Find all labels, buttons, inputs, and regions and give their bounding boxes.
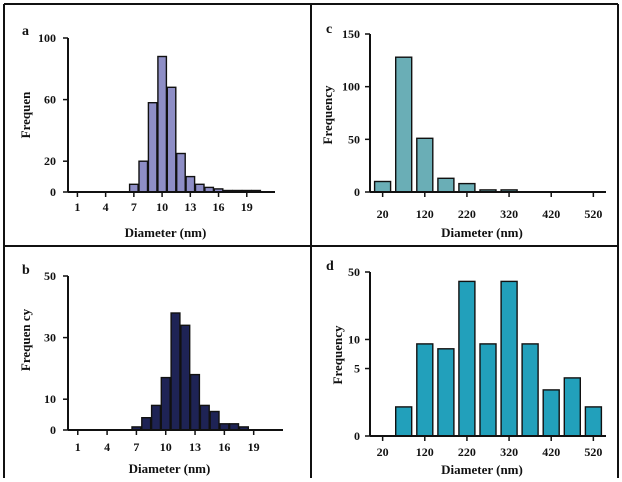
y-tick-label: 50 xyxy=(44,269,56,283)
panel-letter: c xyxy=(326,22,332,37)
chart-panel-d: 0 5 10 50 20 120 220 320 420 520 Diameter (nm) Freq… xyxy=(326,259,606,477)
bar xyxy=(373,180,392,193)
bar xyxy=(194,183,205,193)
y-tick-label: 10 xyxy=(44,392,56,406)
bar xyxy=(150,404,162,431)
bar xyxy=(437,348,455,437)
y-tick-label: 5 xyxy=(354,362,360,376)
y-tick-label: 60 xyxy=(44,93,56,107)
bar xyxy=(500,280,518,437)
bar xyxy=(160,376,171,431)
x-tick-label: 10 xyxy=(156,200,168,214)
x-axis-title: Diameter (nm) xyxy=(441,462,523,477)
x-tick-label: 220 xyxy=(458,207,476,221)
x-axis-title: Diameter (nm) xyxy=(441,225,523,240)
bar xyxy=(395,56,413,193)
bar xyxy=(521,343,539,437)
x-tick-label: 19 xyxy=(241,200,253,214)
x-tick-label: 7 xyxy=(133,440,139,454)
bar xyxy=(128,183,139,193)
x-tick-label: 16 xyxy=(218,440,230,454)
y-axis-title: Frequen xyxy=(18,91,33,138)
x-tick-label: 20 xyxy=(377,207,389,221)
y-axis-title: Frequency xyxy=(320,85,335,144)
bar xyxy=(175,152,186,193)
bar xyxy=(166,86,177,193)
x-tick-label: 4 xyxy=(104,440,110,454)
bar xyxy=(199,404,210,431)
y-tick-label: 100 xyxy=(38,31,56,45)
x-tick-label: 120 xyxy=(416,207,434,221)
y-tick-label: 150 xyxy=(342,27,360,41)
bar xyxy=(458,280,476,437)
y-tick-label: 30 xyxy=(44,331,56,345)
bar xyxy=(458,182,476,193)
y-tick-label: 10 xyxy=(348,332,360,346)
x-tick-label: 13 xyxy=(184,200,196,214)
x-tick-label: 1 xyxy=(75,440,81,454)
bar xyxy=(563,377,581,437)
x-tick-label: 16 xyxy=(213,200,225,214)
bar xyxy=(416,343,434,437)
x-tick-label: 7 xyxy=(131,200,137,214)
bar xyxy=(141,417,152,431)
x-tick-label: 320 xyxy=(500,445,518,459)
bar xyxy=(138,160,149,193)
chart-panel-b: 0 10 30 50 1 4 7 10 13 16 19 Diameter (nm) Frequen c… xyxy=(18,263,283,476)
panel-letter: a xyxy=(22,24,29,39)
y-tick-label: 20 xyxy=(44,154,56,168)
y-tick-label: 0 xyxy=(354,185,360,199)
x-tick-label: 13 xyxy=(189,440,201,454)
x-tick-label: 520 xyxy=(584,445,602,459)
bar xyxy=(209,410,220,431)
x-tick-label: 120 xyxy=(416,445,434,459)
y-axis-title: Frequency xyxy=(330,325,345,384)
bar xyxy=(479,343,497,437)
x-tick-label: 10 xyxy=(160,440,172,454)
panel-letter: d xyxy=(326,259,334,274)
x-tick-label: 520 xyxy=(584,207,602,221)
bar xyxy=(189,373,201,431)
bar xyxy=(584,406,603,437)
panel-letter: b xyxy=(22,263,30,278)
bar xyxy=(437,177,455,193)
bar xyxy=(395,406,413,437)
x-tick-label: 220 xyxy=(458,445,476,459)
y-axis-title: Frequen cy xyxy=(18,308,33,371)
bar xyxy=(147,101,158,193)
y-tick-label: 0 xyxy=(50,185,56,199)
y-tick-label: 100 xyxy=(342,80,360,94)
chart-panel-c: 0 50 100 150 20 120 220 320 420 520 Diameter (nm) F… xyxy=(320,22,606,240)
x-tick-label: 19 xyxy=(248,440,260,454)
bar xyxy=(185,175,196,193)
bar xyxy=(180,324,191,431)
x-tick-label: 320 xyxy=(500,207,518,221)
bar xyxy=(170,312,181,431)
x-tick-label: 420 xyxy=(542,207,560,221)
y-tick-label: 50 xyxy=(348,132,360,146)
bar xyxy=(542,389,560,437)
x-tick-label: 1 xyxy=(74,200,80,214)
bar xyxy=(416,137,434,193)
y-tick-label: 0 xyxy=(50,423,56,437)
x-tick-label: 20 xyxy=(377,445,389,459)
x-tick-label: 4 xyxy=(103,200,109,214)
bar xyxy=(157,55,168,193)
chart-panel-a: 0 20 60 100 1 4 7 10 13 16 19 Diameter (nm) Frequen a xyxy=(18,24,275,240)
x-tick-label: 420 xyxy=(542,445,560,459)
y-tick-label: 0 xyxy=(354,429,360,443)
x-axis-title: Diameter (nm) xyxy=(125,225,207,240)
x-axis-title: Diameter (nm) xyxy=(129,461,211,476)
y-tick-label: 50 xyxy=(348,265,360,279)
